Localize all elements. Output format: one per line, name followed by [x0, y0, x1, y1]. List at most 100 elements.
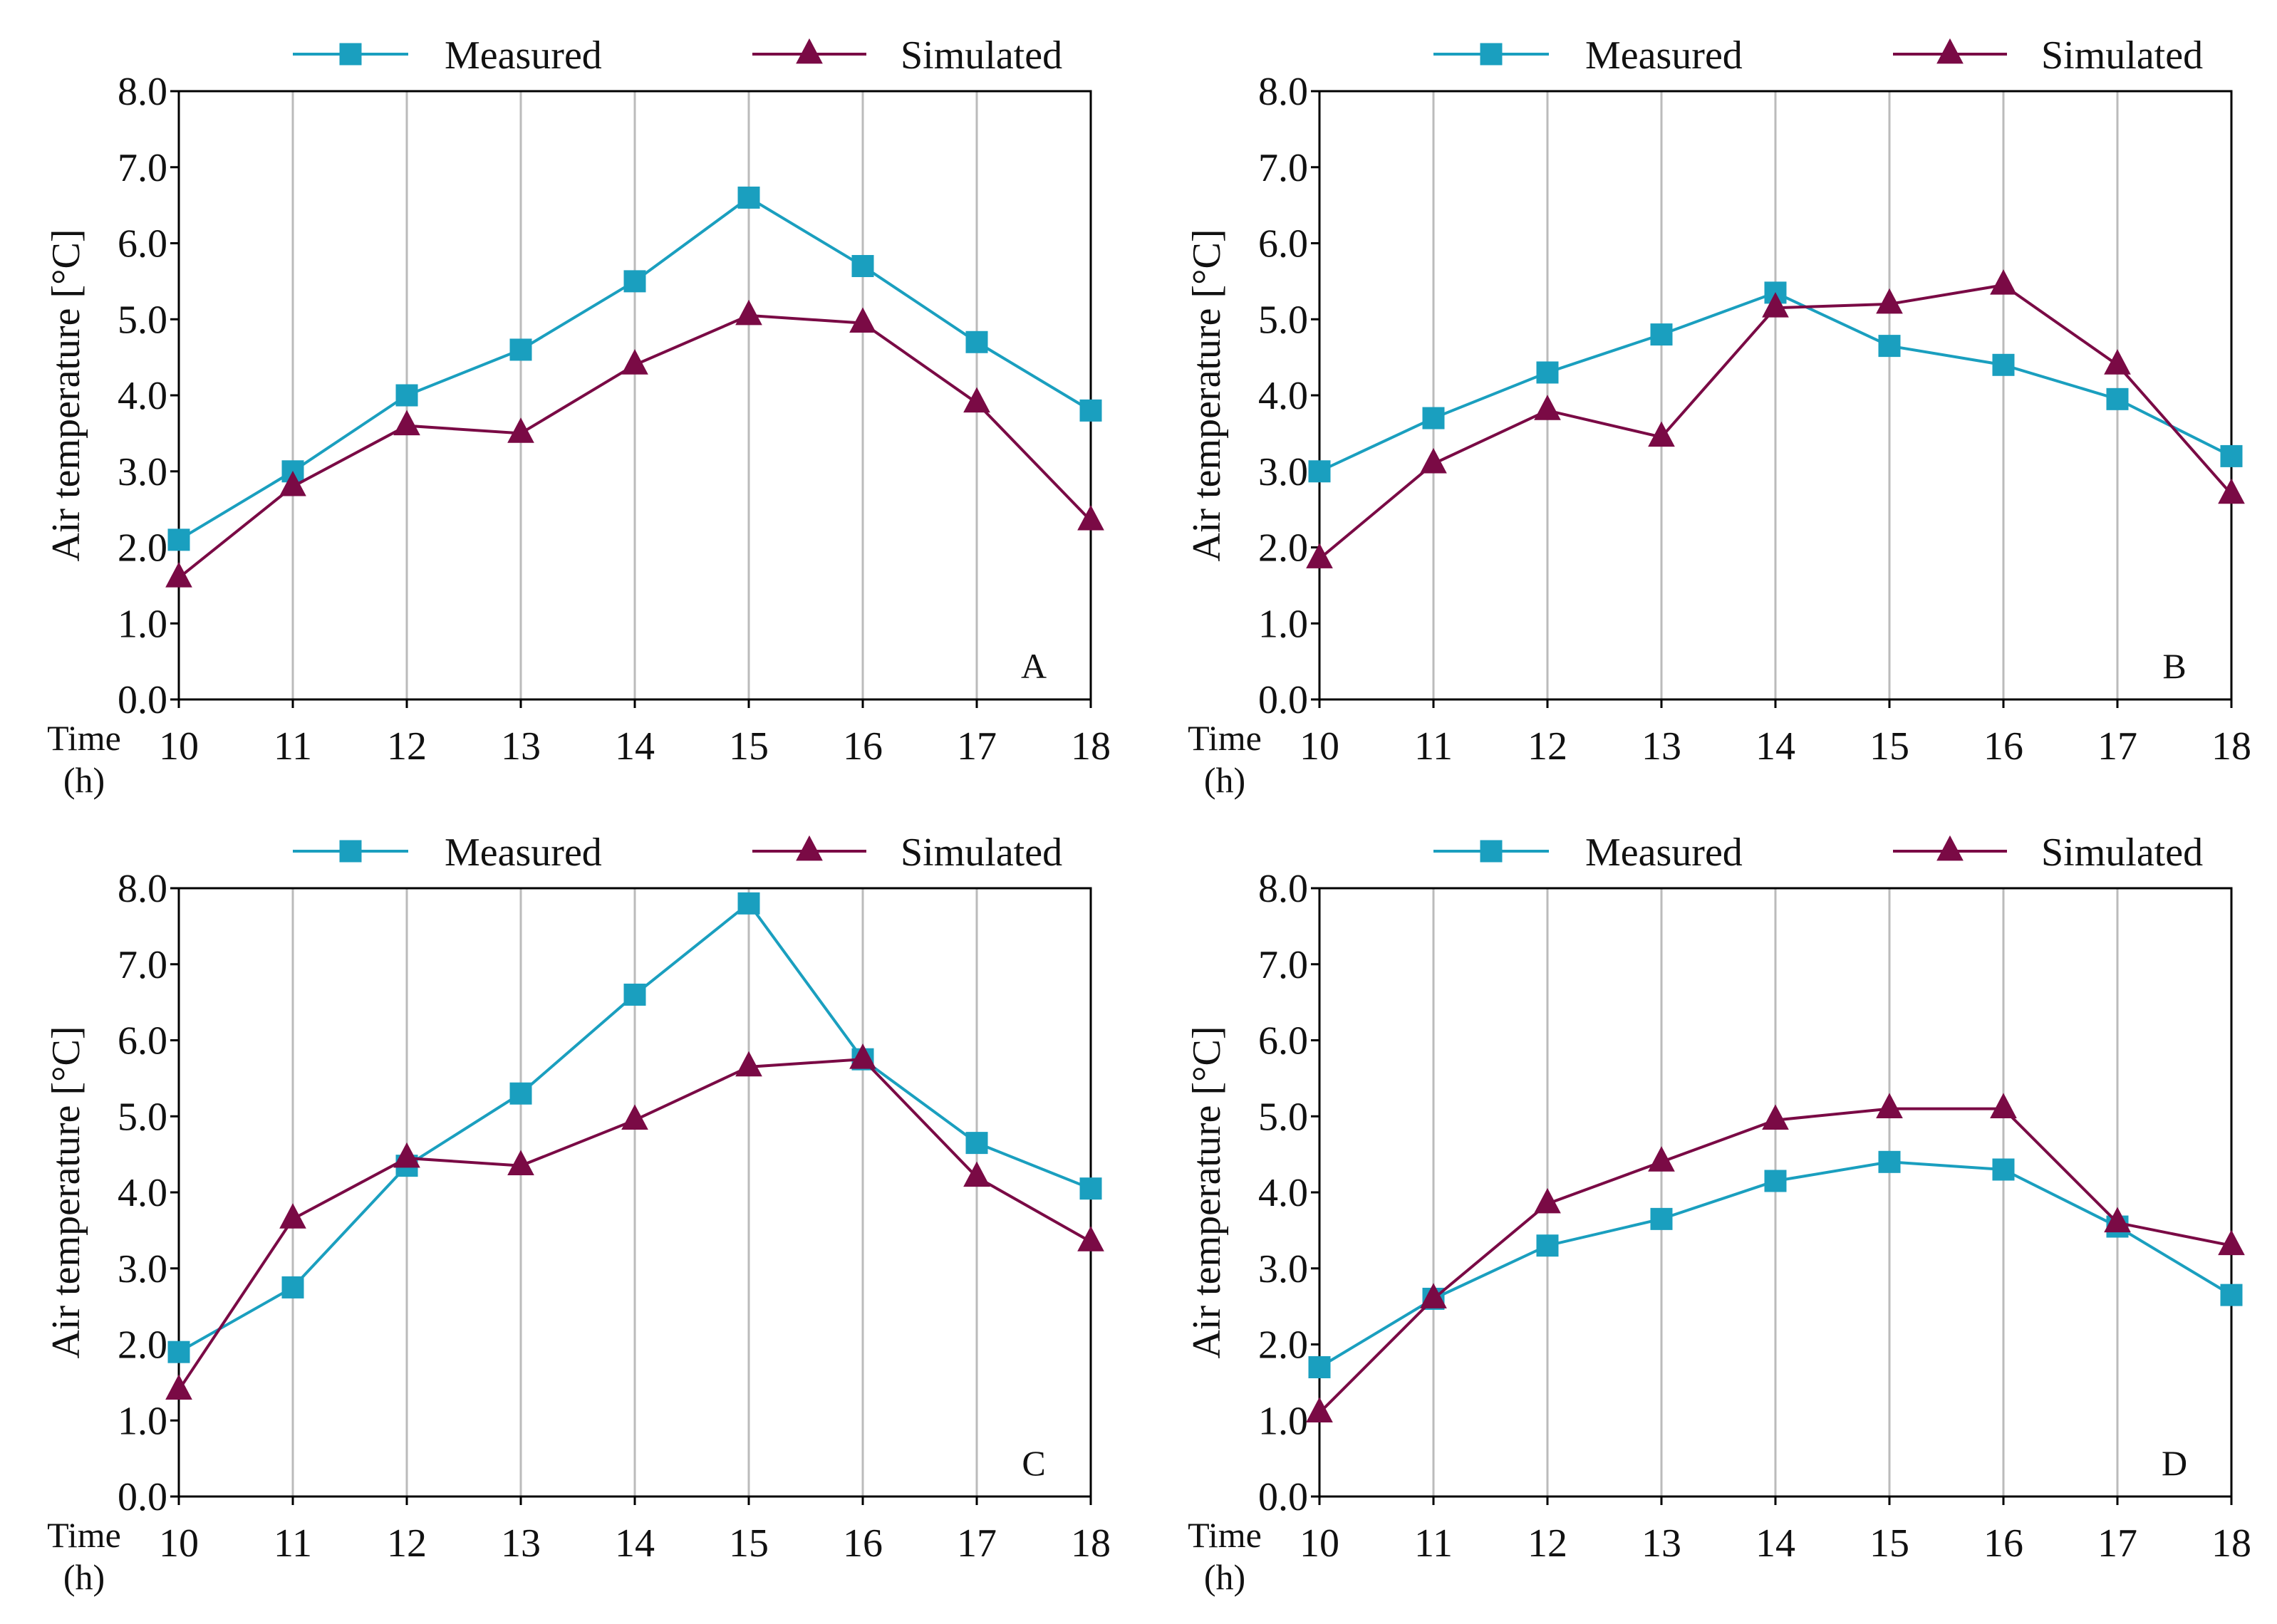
y-tick-label: 6.0 [1258, 222, 1308, 266]
x-tick-label: 12 [387, 724, 427, 769]
y-tick-label: 1.0 [118, 1399, 167, 1443]
y-tick-label: 2.0 [1258, 1323, 1308, 1368]
legend-marker-simulated [1936, 38, 1964, 64]
point-measured [851, 255, 874, 278]
point-simulated [2218, 1229, 2245, 1256]
point-measured [1878, 1150, 1901, 1173]
point-measured [167, 1341, 190, 1363]
point-measured [2220, 444, 2243, 467]
legend-marker-simulated [796, 835, 823, 861]
point-simulated [2104, 1207, 2131, 1233]
legend-marker-simulated [796, 38, 823, 64]
x-tick-label: 13 [501, 724, 541, 769]
y-tick-label: 5.0 [1258, 298, 1308, 342]
x-tick-label: 14 [615, 1521, 655, 1566]
panel-label: D [2162, 1443, 2187, 1483]
x-tick-label: 10 [159, 724, 199, 769]
point-simulated [849, 307, 876, 333]
point-measured [737, 186, 760, 209]
y-tick-label: 3.0 [118, 450, 167, 494]
legend-marker-measured [339, 43, 362, 66]
point-simulated [507, 417, 534, 443]
x-tick-label: 15 [729, 1521, 769, 1566]
y-tick-label: 4.0 [1258, 374, 1308, 418]
x-tick-label: 16 [1983, 724, 2023, 769]
y-tick-label: 4.0 [118, 1171, 167, 1215]
point-simulated [1762, 292, 1789, 318]
legend-marker-measured [339, 840, 362, 863]
point-simulated [1420, 447, 1447, 474]
legend: Measured Simulated [1433, 831, 2203, 875]
point-simulated [1990, 1093, 2017, 1118]
y-tick-label: 4.0 [118, 374, 167, 418]
x-tick-label: 17 [957, 1521, 997, 1566]
point-simulated [393, 410, 420, 436]
x-tick-label: 14 [1755, 1521, 1795, 1566]
panel-d: 0.0 1.0 2.0 3.0 4.0 5.0 6.0 7.0 8.0 10 11 12 13 14 15 1… [1185, 831, 2251, 1597]
point-measured [965, 330, 988, 353]
x-tick-label: 17 [2097, 1521, 2137, 1566]
point-simulated [279, 470, 306, 496]
point-measured [1536, 361, 1559, 384]
y-tick-label: 7.0 [1258, 146, 1308, 190]
y-tick-label: 7.0 [118, 943, 167, 987]
legend-label-simulated: Simulated [2041, 33, 2203, 78]
x-tick-label: 12 [1527, 1521, 1567, 1566]
legend-label-simulated: Simulated [901, 831, 1062, 875]
legend-marker-measured [1480, 43, 1503, 66]
point-simulated [2218, 478, 2245, 504]
point-measured [1079, 1177, 1102, 1200]
x-tick-label: 18 [1071, 1521, 1111, 1566]
point-simulated [849, 1043, 876, 1069]
point-measured [623, 270, 646, 293]
point-measured [1308, 1356, 1331, 1379]
point-measured [281, 1276, 304, 1298]
point-simulated [279, 1203, 306, 1229]
legend-marker-measured [1480, 840, 1503, 863]
point-simulated [735, 1051, 762, 1077]
x-tick-label: 10 [1300, 1521, 1339, 1566]
point-measured [1878, 335, 1901, 358]
point-simulated [393, 1142, 420, 1168]
point-measured [1308, 460, 1331, 483]
x-tick-label: 14 [1755, 724, 1795, 769]
point-measured [623, 983, 646, 1006]
point-simulated [963, 1161, 990, 1187]
point-measured [1079, 399, 1102, 422]
point-simulated [507, 1150, 534, 1176]
point-measured [1650, 323, 1673, 346]
y-tick-label: 1.0 [118, 602, 167, 646]
legend-label-measured: Measured [1585, 33, 1743, 78]
x-tick-label: 18 [1071, 724, 1111, 769]
point-measured [167, 529, 190, 551]
y-tick-label: 2.0 [118, 1323, 167, 1368]
point-simulated [1077, 1226, 1104, 1251]
x-tick-label: 13 [1641, 1521, 1681, 1566]
x-tick-label: 15 [1869, 724, 1909, 769]
point-simulated [1876, 288, 1903, 314]
y-axis-label: Air temperature [°C] [44, 229, 88, 561]
legend-marker-simulated [1936, 835, 1964, 861]
x-tick-label: 16 [843, 1521, 883, 1566]
point-measured [2106, 387, 2129, 410]
x-axis-label-line1: Time [47, 718, 121, 758]
x-tick-label: 15 [729, 724, 769, 769]
y-tick-label: 8.0 [118, 70, 167, 114]
y-tick-label: 7.0 [1258, 943, 1308, 987]
x-tick-label: 11 [274, 1521, 312, 1566]
y-tick-label: 7.0 [118, 146, 167, 190]
point-measured [1650, 1207, 1673, 1230]
x-tick-label: 11 [274, 724, 312, 769]
y-tick-label: 6.0 [118, 222, 167, 266]
y-tick-label: 8.0 [1258, 70, 1308, 114]
x-axis-label-line1: Time [1188, 718, 1262, 758]
x-axis-label-line1: Time [1188, 1515, 1262, 1555]
point-simulated [2104, 349, 2131, 375]
x-axis-label-line2: (h) [1204, 760, 1245, 800]
point-simulated [1990, 269, 2017, 295]
panel-label: B [2162, 646, 2186, 686]
point-simulated [621, 1104, 648, 1130]
y-tick-label: 0.0 [118, 1475, 167, 1519]
panel-a: 0.0 1.0 2.0 3.0 4.0 5.0 6.0 7.0 8.0 10 11 12 13 14 15 1… [44, 33, 1111, 800]
x-axis-label-line2: (h) [63, 760, 105, 800]
